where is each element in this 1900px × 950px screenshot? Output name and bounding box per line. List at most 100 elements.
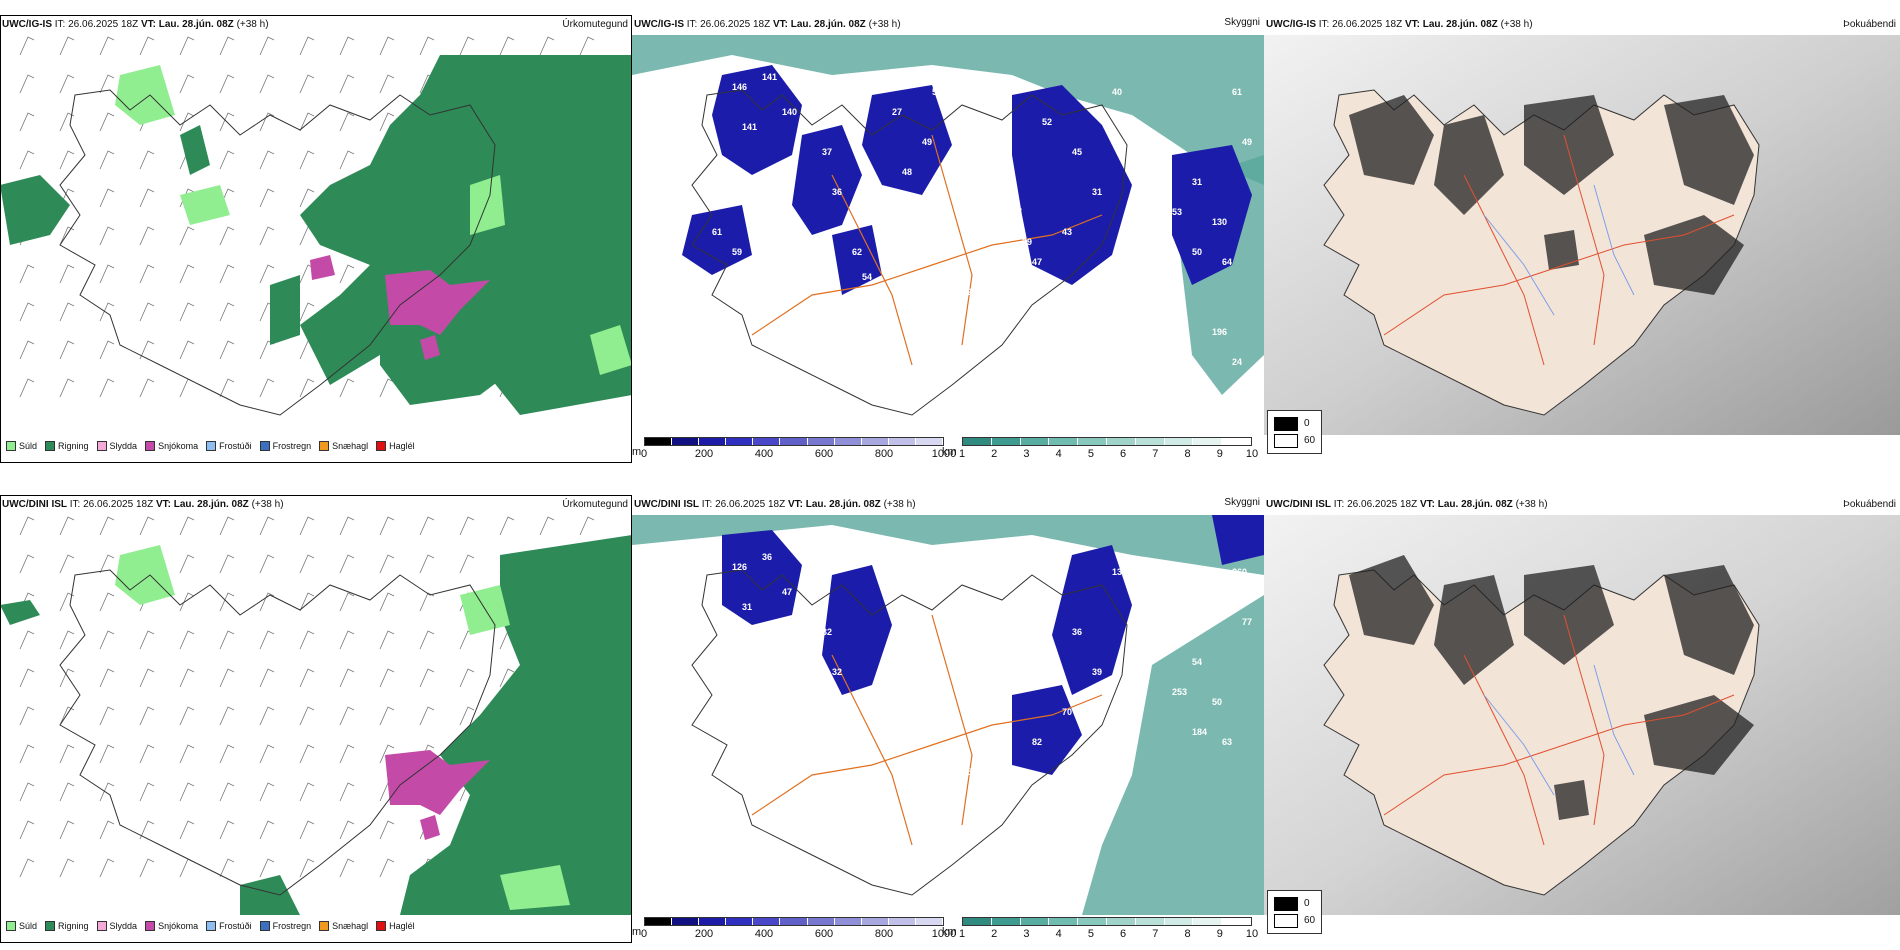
wind-barb bbox=[419, 706, 435, 726]
ceiling-value-label: 52 bbox=[962, 287, 972, 297]
ceiling-value-label: 61 bbox=[1232, 87, 1242, 97]
ceiling-value-label: 50 bbox=[1192, 247, 1202, 257]
wind-barb bbox=[179, 36, 195, 56]
wind-barb bbox=[99, 112, 115, 132]
ceiling-value-label: 37 bbox=[1012, 207, 1022, 217]
colorbar-tick: 1000 bbox=[931, 448, 957, 460]
iceland-outline bbox=[691, 89, 1128, 416]
wind-barb bbox=[139, 226, 155, 246]
wind-barb bbox=[259, 516, 275, 536]
wind-barb bbox=[339, 378, 355, 398]
wind-barb bbox=[139, 264, 155, 284]
wind-barb bbox=[339, 36, 355, 56]
precip-panel-bottom: UWC/DINI ISL IT: 26.06.2025 18Z VT: Lau.… bbox=[0, 495, 632, 943]
colorbar-tick: 6 bbox=[1120, 928, 1127, 940]
colorbar-tick: 200 bbox=[694, 928, 714, 940]
legend-item: Rigning bbox=[45, 921, 89, 931]
ceiling-value-label: 49 bbox=[1132, 317, 1142, 327]
colorbar-tick: 0 bbox=[640, 448, 648, 460]
colorbar-swatch bbox=[1020, 918, 1050, 925]
wind-barb bbox=[459, 36, 475, 56]
colorbar-swatch bbox=[1020, 438, 1050, 445]
ceiling-value-label: 59 bbox=[952, 867, 962, 877]
wind-barb bbox=[259, 226, 275, 246]
colorbar-swatch bbox=[888, 918, 916, 925]
iceland-outline bbox=[59, 569, 496, 896]
roads bbox=[1383, 134, 1735, 366]
wind-barb bbox=[99, 264, 115, 284]
wind-barb bbox=[139, 36, 155, 56]
ceiling-value-label: 37 bbox=[822, 147, 832, 157]
wind-barb bbox=[299, 188, 315, 208]
colorbar-tick: 8 bbox=[1184, 448, 1191, 460]
wind-barb bbox=[259, 150, 275, 170]
colorbar-swatch bbox=[1222, 918, 1251, 925]
colorbar-tick: 10 bbox=[1245, 928, 1259, 940]
ceiling-value-label: 57 bbox=[1052, 307, 1062, 317]
wind-barb bbox=[139, 820, 155, 840]
wind-barb bbox=[299, 150, 315, 170]
wind-barb bbox=[379, 378, 395, 398]
wind-barb bbox=[339, 630, 355, 650]
snow-areas bbox=[310, 255, 490, 360]
wind-barb bbox=[59, 226, 75, 246]
wind-barb bbox=[59, 744, 75, 764]
colorbar-tick: 600 bbox=[814, 448, 834, 460]
wind-barb bbox=[339, 858, 355, 878]
wind-barb bbox=[219, 744, 235, 764]
legend-item: Frostregn bbox=[259, 441, 311, 451]
ceiling-value-label: 45 bbox=[922, 617, 932, 627]
wind-barb bbox=[59, 858, 75, 878]
fog-map bbox=[1264, 35, 1900, 435]
fog-legend: 0 60 bbox=[1267, 890, 1323, 934]
rivers bbox=[1483, 664, 1635, 796]
wind-barb bbox=[459, 668, 475, 688]
low-cloud-areas bbox=[682, 65, 1252, 295]
wind-barb bbox=[299, 820, 315, 840]
wind-barb bbox=[19, 112, 35, 132]
ceiling-value-label: 114 bbox=[1192, 407, 1207, 417]
ceiling-value-label: 43 bbox=[1062, 227, 1072, 237]
ceiling-value-label: 45 bbox=[1072, 147, 1082, 157]
wind-barb bbox=[219, 150, 235, 170]
ceiling-value-label: 63 bbox=[1222, 737, 1232, 747]
colorbar-tick: 800 bbox=[874, 448, 894, 460]
wind-barb bbox=[259, 74, 275, 94]
wind-barb bbox=[139, 630, 155, 650]
legend-item: Slydda bbox=[96, 921, 137, 931]
wind-barb bbox=[379, 858, 395, 878]
wind-barb bbox=[259, 378, 275, 398]
wind-barb bbox=[139, 782, 155, 802]
ceiling-value-label: 54 bbox=[862, 272, 872, 282]
wind-barb bbox=[99, 378, 115, 398]
legend-item: Frostregn bbox=[259, 921, 311, 931]
colorbar-swatch bbox=[726, 918, 754, 925]
wind-barb bbox=[539, 36, 555, 56]
ceiling-value-label: 184 bbox=[1192, 727, 1207, 737]
panel-param-label: Þokuábendi bbox=[1843, 499, 1896, 510]
ceiling-value-label: 48 bbox=[902, 167, 912, 177]
legend-item: Snjókoma bbox=[145, 921, 198, 931]
ceiling-value-label: 67 bbox=[992, 177, 1002, 187]
colorbar-swatch bbox=[991, 438, 1021, 445]
wind-barb bbox=[19, 744, 35, 764]
wind-barb bbox=[259, 668, 275, 688]
wind-barb bbox=[259, 112, 275, 132]
wind-barb bbox=[139, 150, 155, 170]
wind-barb bbox=[99, 302, 115, 322]
colorbar-tick: 1 bbox=[958, 928, 966, 940]
panel-param-label: Úrkomutegund bbox=[562, 19, 628, 30]
wind-barb bbox=[19, 706, 35, 726]
ceiling-value-label: 61 bbox=[712, 227, 722, 237]
ceiling-value-label: 43 bbox=[972, 147, 982, 157]
legend-item: 0 bbox=[1274, 415, 1315, 432]
legend-item: Slydda bbox=[96, 441, 137, 451]
ceiling-value-label: 51 bbox=[932, 87, 942, 97]
wind-barb bbox=[219, 36, 235, 56]
wind-barb bbox=[339, 516, 355, 536]
wind-barb bbox=[19, 668, 35, 688]
colorbar-tick: 8 bbox=[1184, 928, 1191, 940]
ceiling-value-label: 196 bbox=[1212, 327, 1227, 337]
wind-barb bbox=[379, 630, 395, 650]
colorbar-swatch bbox=[699, 438, 727, 445]
